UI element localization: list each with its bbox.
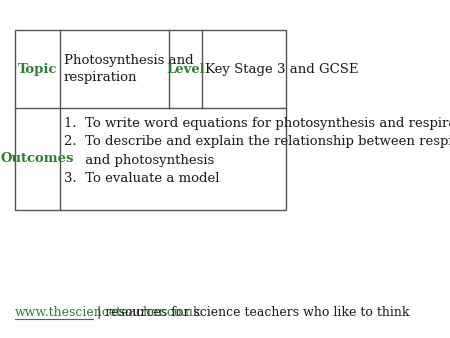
Text: Level: Level bbox=[166, 63, 205, 76]
Text: Topic: Topic bbox=[18, 63, 57, 76]
Text: www.thescienceteacher.co.uk: www.thescienceteacher.co.uk bbox=[15, 306, 201, 319]
Text: Key Stage 3 and GCSE: Key Stage 3 and GCSE bbox=[205, 63, 359, 76]
Text: 1.  To write word equations for photosynthesis and respiration
2.  To describe a: 1. To write word equations for photosynt… bbox=[64, 117, 450, 185]
Text: | resources for science teachers who like to think: | resources for science teachers who lik… bbox=[93, 306, 409, 319]
Text: Photosynthesis and
respiration: Photosynthesis and respiration bbox=[64, 54, 194, 84]
Text: Outcomes: Outcomes bbox=[1, 152, 74, 165]
